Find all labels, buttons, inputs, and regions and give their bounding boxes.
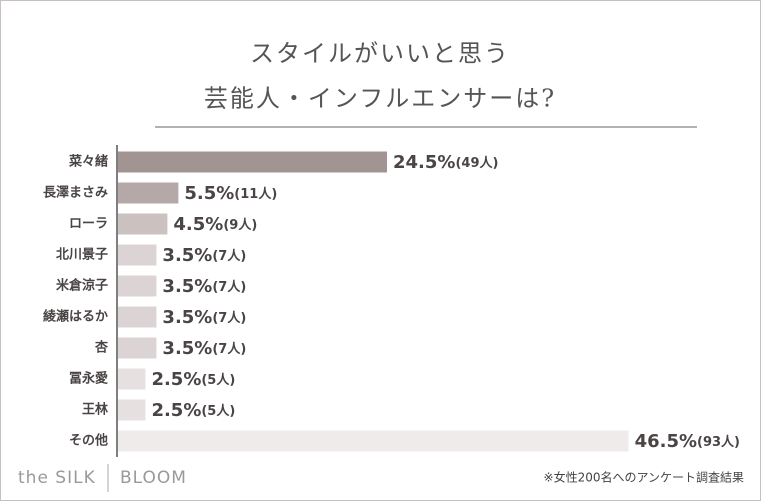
category-label: 杏 (95, 340, 109, 356)
logo: the SILK (18, 468, 96, 488)
bar (118, 430, 629, 452)
category-label: 冨永愛 (69, 371, 108, 387)
category-label: 北川景子 (56, 248, 108, 263)
category-label: 王林 (82, 402, 108, 418)
bar (118, 244, 157, 266)
bar (118, 151, 388, 173)
bar (118, 368, 146, 390)
value-label: 2.5%(5人) (151, 400, 235, 421)
value-label: 3.5%(7人) (162, 307, 246, 328)
value-label: 5.5%(11人) (184, 183, 277, 204)
value-label: 3.5%(7人) (162, 338, 246, 359)
bar (118, 182, 179, 204)
value-label: 24.5%(49人) (393, 152, 498, 173)
note: ※女性200名へのアンケート調査結果 (544, 470, 744, 485)
value-label: 4.5%(9人) (173, 214, 257, 235)
category-label: 菜々緒 (68, 154, 108, 170)
category-label: 綾瀬はるか (43, 309, 108, 325)
value-label: 3.5%(7人) (162, 245, 246, 266)
chart-title: 芸能人・インフルエンサーは? (204, 85, 556, 113)
bar (118, 337, 157, 359)
category-label: ローラ (69, 217, 108, 232)
logo: BLOOM (120, 468, 187, 488)
chart-title: スタイルがいいと思う (250, 40, 510, 68)
bar (118, 213, 168, 235)
value-label: 2.5%(5人) (151, 369, 235, 390)
bar (118, 275, 157, 297)
value-label: 46.5%(93人) (635, 431, 740, 452)
category-label: 長澤まさみ (43, 185, 108, 201)
category-label: 米倉涼子 (56, 278, 108, 294)
category-label: その他 (69, 433, 108, 449)
value-label: 3.5%(7人) (162, 276, 246, 297)
bar (118, 306, 157, 328)
bar (118, 399, 146, 421)
